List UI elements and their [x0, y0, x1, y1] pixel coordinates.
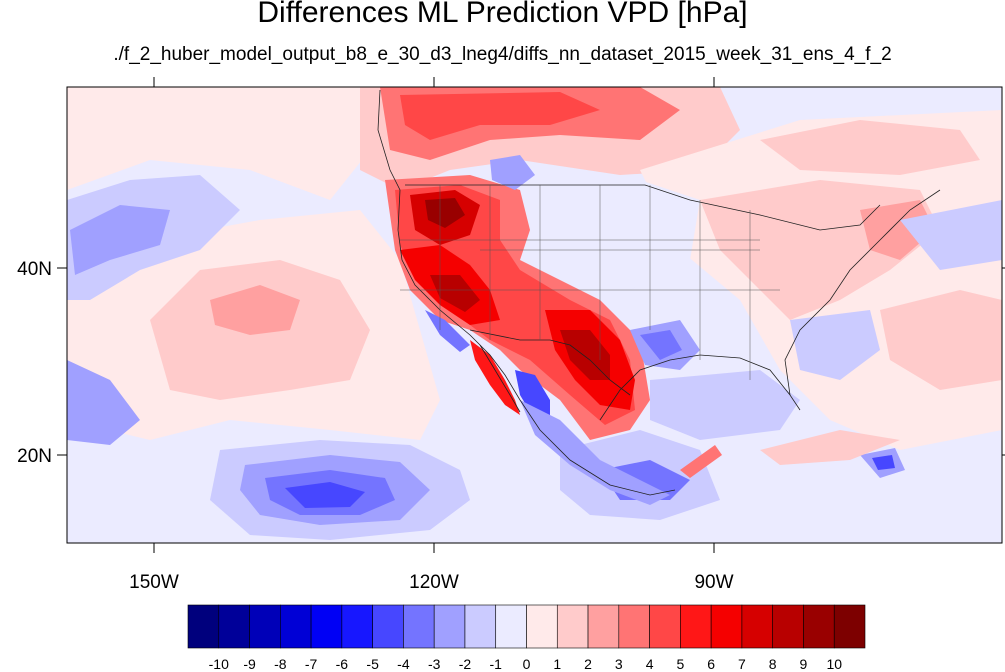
field-mexico-coast-cool: [520, 400, 670, 505]
colorbar: -10 -9 -8 -7 -6 -5 -4 -3 -2 -1 0 1 2 3 4 5 6 7 8 9 10: [187, 604, 866, 672]
field-gulf-cool: [650, 370, 800, 440]
colorbar-swatch: [710, 604, 743, 649]
field-atlantic-warm-3: [760, 120, 980, 175]
field-caribbean-band: [760, 430, 900, 465]
colorbar-swatch: [495, 604, 527, 649]
colorbar-label: -8: [274, 656, 287, 672]
field-north-pacific-warm: [67, 87, 380, 200]
field-us-central-cool: [520, 180, 700, 290]
colorbar-swatch: [341, 604, 373, 649]
colorbar-swatch: [280, 604, 312, 649]
colorbar-swatch: [833, 604, 866, 649]
colorbar-label: 2: [584, 656, 592, 672]
coastlines: [377, 89, 941, 496]
field-west-pacific-cool-2: [70, 205, 170, 275]
colorbar-swatch: [433, 604, 466, 649]
colorbar-label: -4: [397, 656, 410, 672]
field-caribbean-warm: [680, 445, 722, 478]
colorbar-swatch: [249, 604, 281, 649]
field-west-pacific-cool-3: [67, 360, 140, 445]
chart-subtitle: ./f_2_huber_model_output_b8_e_30_d3_lneg…: [113, 44, 892, 65]
colorbar-label: 5: [676, 656, 684, 672]
colorbar-swatch: [464, 604, 497, 649]
colorbar-swatch: [403, 604, 435, 649]
colorbar-label: -5: [366, 656, 379, 672]
coastline-east: [784, 189, 941, 396]
field-north-pacific-cool: [490, 155, 535, 190]
colorbar-label: 8: [769, 656, 777, 672]
field-atlantic-cool: [900, 200, 1002, 270]
colorbar-label: -6: [336, 656, 349, 672]
field-baja-coast-cool: [425, 310, 470, 352]
field-canada-north-warm-3: [400, 92, 600, 140]
field-baja-hot: [470, 340, 520, 415]
colorbar-label: 9: [800, 656, 808, 672]
colorbar-swatch: [772, 604, 804, 649]
colorbar-label: 4: [646, 656, 654, 672]
map-ticks: [57, 77, 1005, 553]
colorbar-label: -2: [459, 656, 472, 672]
colorbar-label: 3: [615, 656, 623, 672]
colorbar-swatch: [618, 604, 650, 649]
colorbar-label: -7: [305, 656, 318, 672]
map-field: [67, 87, 1002, 543]
colorbar-label: 1: [553, 656, 561, 672]
colorbar-swatch: [310, 604, 343, 649]
colorbar-label: -1: [490, 656, 503, 672]
lon-label-120w: 120W: [409, 572, 459, 593]
field-caribbean-cool-2: [872, 455, 895, 470]
field-atlantic-warm-2: [880, 290, 1002, 390]
colorbar-swatch: [803, 604, 835, 649]
border-mexico: [469, 329, 631, 396]
colorbar-swatch: [218, 604, 250, 649]
chart-title: Differences ML Prediction VPD [hPa]: [257, 0, 748, 29]
colorbar-swatch: [741, 604, 773, 649]
colorbar-swatch: [187, 604, 220, 649]
colorbar-swatch: [372, 604, 404, 649]
colorbar-swatch: [587, 604, 620, 649]
field-central-pacific-warm-3: [210, 285, 300, 335]
colorbar-label: 10: [826, 656, 842, 672]
colorbar-label: -9: [243, 656, 256, 672]
field-california-core-2: [430, 275, 480, 312]
field-tropical-pacific-core-2: [285, 482, 365, 508]
colorbar-label: 7: [738, 656, 746, 672]
colorbar-label: 0: [523, 656, 531, 672]
colorbar-swatch: [526, 604, 558, 649]
field-southeast-cool: [790, 310, 880, 380]
colorbar-label: -3: [428, 656, 441, 672]
colorbar-swatch: [556, 604, 589, 649]
coastline-west: [377, 89, 676, 496]
lon-label-150w: 150W: [129, 572, 179, 593]
coastline-baja: [479, 344, 521, 413]
border-canada: [405, 184, 881, 231]
map-frame: [66, 86, 1003, 544]
field-gulf-coast-cool-2: [640, 330, 682, 360]
field-pacific-northwest-core-2: [425, 198, 465, 228]
lon-label-90w: 90W: [694, 572, 733, 593]
colorbar-swatch: [680, 604, 712, 649]
colorbar-label: 6: [707, 656, 715, 672]
field-northeast-warm-2: [860, 200, 935, 260]
lat-label-40n: 40N: [17, 259, 52, 280]
colorbar-swatch: [649, 604, 681, 649]
state-lines: [400, 185, 780, 380]
lat-label-20n: 20N: [17, 446, 52, 467]
colorbar-label: -10: [209, 656, 229, 672]
